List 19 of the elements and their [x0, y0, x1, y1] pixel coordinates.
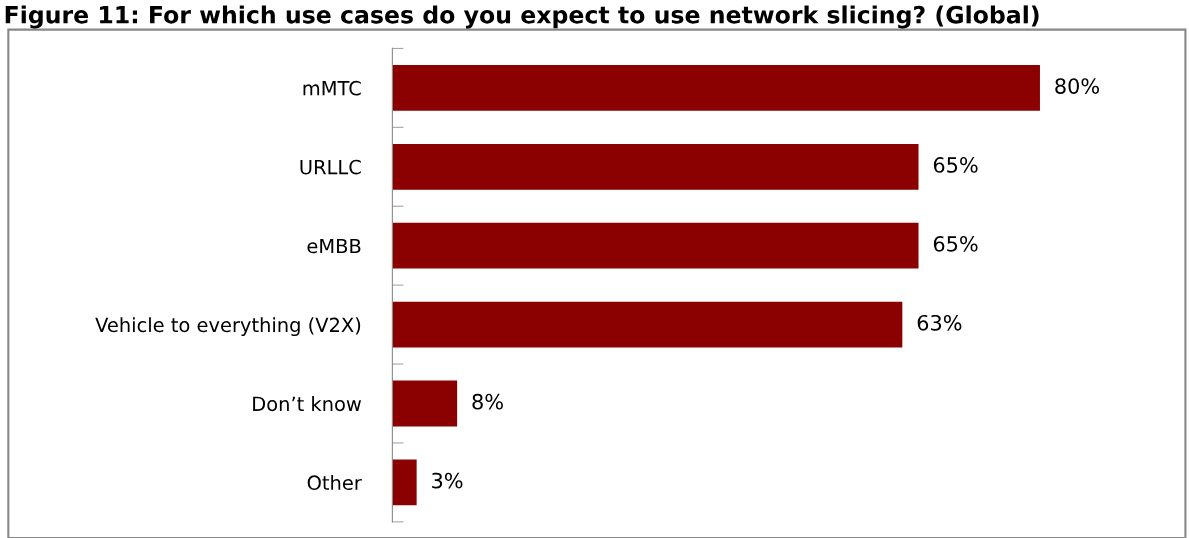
data-label: 8% [472, 393, 503, 410]
bar [392, 301, 903, 348]
bar [392, 64, 1040, 111]
chart-title: Figure 11: For which use cases do you expect to use network slicing? (Global) [5, 5, 1039, 29]
data-label: 65% [933, 157, 978, 173]
y-tick-label: Don’t know [253, 396, 361, 412]
data-label: 65% [933, 235, 978, 252]
bar [392, 380, 458, 427]
bar [392, 143, 919, 190]
y-tick-label: URLLC [300, 159, 361, 175]
y-tick-label: Vehicle to everything (V2X) [95, 317, 361, 337]
data-label: 80% [1055, 78, 1099, 94]
y-tick-label: Other [307, 475, 362, 491]
data-label: 63% [917, 314, 962, 331]
data-label: 3% [432, 472, 463, 489]
y-tick-label: eMBB [307, 238, 361, 254]
y-tick-label: mMTC [303, 80, 361, 96]
bar [392, 222, 919, 269]
bar [392, 459, 417, 506]
